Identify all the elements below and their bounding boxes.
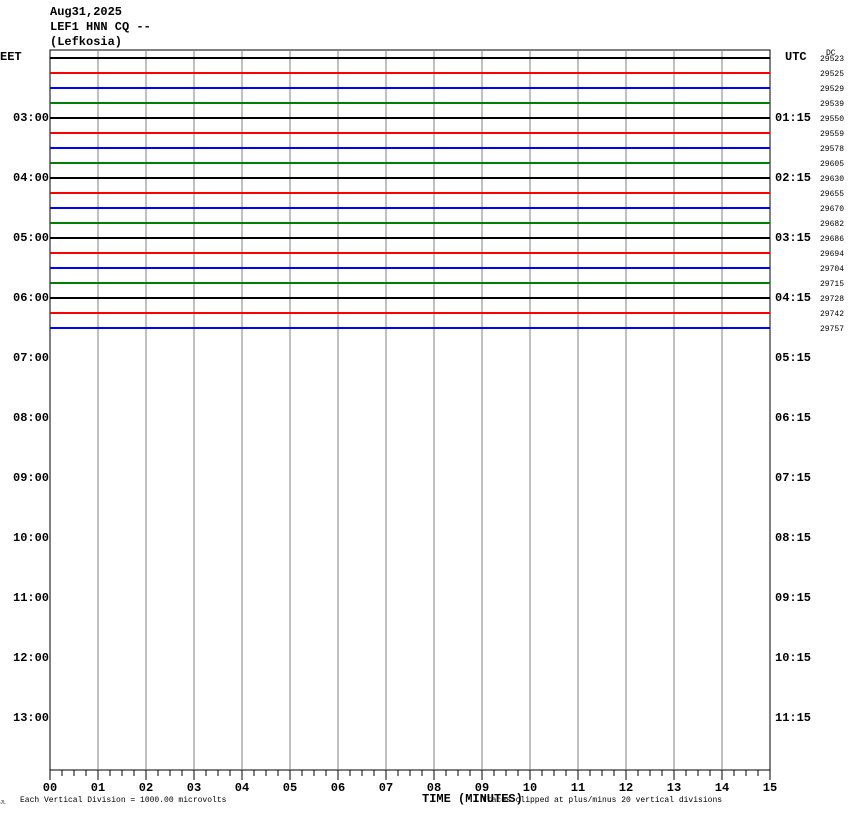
left-hour: 03:00 [13, 111, 49, 125]
x-tick-label: 13 [667, 781, 681, 795]
right-zone: UTC [785, 50, 807, 64]
left-zone: EET [0, 50, 22, 64]
date: Aug31,2025 [50, 5, 122, 19]
right-hour: 05:15 [775, 351, 811, 365]
x-tick-label: 08 [427, 781, 441, 795]
x-tick-label: 12 [619, 781, 633, 795]
x-tick-label: 06 [331, 781, 345, 795]
x-tick-label: 00 [43, 781, 57, 795]
right-hour: 11:15 [775, 711, 811, 725]
trace-count: 29715 [820, 280, 844, 289]
dc-label: DC [826, 49, 836, 58]
right-hour: 07:15 [775, 471, 811, 485]
x-tick-label: 03 [187, 781, 201, 795]
x-tick-label: 15 [763, 781, 777, 795]
left-hour: 07:00 [13, 351, 49, 365]
right-hour: 08:15 [775, 531, 811, 545]
trace-count: 29550 [820, 115, 844, 124]
right-hour: 09:15 [775, 591, 811, 605]
trace-count: 29559 [820, 130, 844, 139]
clip-note: Traces clipped at plus/minus 20 vertical… [482, 796, 722, 805]
right-hour: 03:15 [775, 231, 811, 245]
right-hour: 04:15 [775, 291, 811, 305]
trace-count: 29694 [820, 250, 844, 259]
right-hour: 10:15 [775, 651, 811, 665]
trace-count: 29630 [820, 175, 844, 184]
trace-count: 29529 [820, 85, 844, 94]
trace-count: 29539 [820, 100, 844, 109]
x-tick-label: 05 [283, 781, 297, 795]
corner-mark: JL [0, 799, 6, 805]
x-tick-label: 10 [523, 781, 537, 795]
trace-count: 29670 [820, 205, 844, 214]
trace-count: 29686 [820, 235, 844, 244]
trace-count: 29757 [820, 325, 844, 334]
x-tick-label: 07 [379, 781, 393, 795]
left-hour: 13:00 [13, 711, 49, 725]
left-hour: 10:00 [13, 531, 49, 545]
x-tick-label: 01 [91, 781, 105, 795]
trace-count: 29605 [820, 160, 844, 169]
left-hour: 09:00 [13, 471, 49, 485]
plot-frame [49, 49, 771, 771]
x-tick-label: 14 [715, 781, 729, 795]
scale-note: Each Vertical Division = 1000.00 microvo… [20, 796, 227, 805]
trace-count: 29682 [820, 220, 844, 229]
trace-count: 29578 [820, 145, 844, 154]
left-hour: 06:00 [13, 291, 49, 305]
station: LEF1 HNN CQ -- [50, 20, 151, 34]
trace-count: 29742 [820, 310, 844, 319]
right-hour: 02:15 [775, 171, 811, 185]
right-hour: 01:15 [775, 111, 811, 125]
x-tick-label: 09 [475, 781, 489, 795]
left-hour: 05:00 [13, 231, 49, 245]
trace-count: 29655 [820, 190, 844, 199]
x-axis-label: TIME (MINUTES) [422, 792, 523, 806]
x-tick-label: 11 [571, 781, 585, 795]
left-hour: 04:00 [13, 171, 49, 185]
x-tick-label: 02 [139, 781, 153, 795]
left-hour: 11:00 [13, 591, 49, 605]
right-hour: 06:15 [775, 411, 811, 425]
trace-count: 29728 [820, 295, 844, 304]
trace-count: 29704 [820, 265, 844, 274]
trace-count: 29525 [820, 70, 844, 79]
left-hour: 08:00 [13, 411, 49, 425]
trace-count: 29523 [820, 55, 844, 64]
left-hour: 12:00 [13, 651, 49, 665]
x-tick-label: 04 [235, 781, 249, 795]
place: (Lefkosia) [50, 35, 122, 49]
